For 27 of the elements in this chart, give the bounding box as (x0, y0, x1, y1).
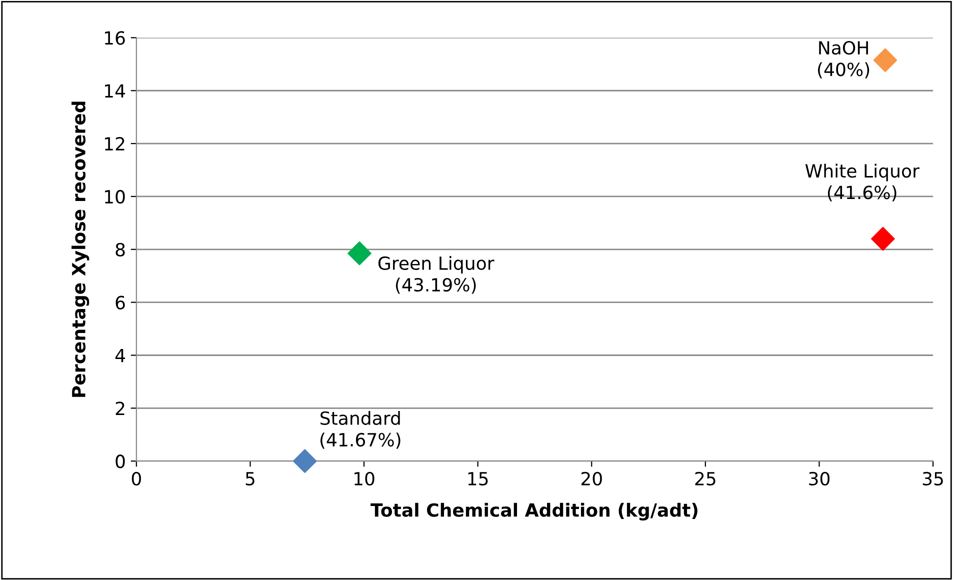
x-tick-label: 20 (581, 472, 602, 486)
y-tick-label: 6 (116, 296, 125, 310)
point (871, 226, 895, 251)
x-tick-label: 35 (922, 472, 943, 486)
y-tick-label: 8 (116, 242, 125, 257)
x-tick-label: 5 (246, 472, 254, 486)
point (292, 449, 317, 473)
annotation: NaOH (40%) (818, 40, 870, 78)
y-tick-label: 10 (105, 190, 125, 204)
annotation: Standard (41.67%) (320, 411, 400, 449)
x-tick-label: 0 (132, 472, 141, 486)
y-tick-label: 14 (105, 84, 125, 98)
y-tick-label: 0 (116, 454, 125, 468)
point (873, 48, 898, 72)
x-tick-label: 25 (695, 472, 716, 486)
y-tick-label: 16 (105, 31, 125, 45)
x-axis-title: Total Chemical Addition (kg/adt) (370, 502, 698, 520)
x-tick-label: 10 (354, 472, 374, 486)
annotation: White Liquor (41.6%) (805, 164, 920, 202)
y-tick-label: 2 (116, 402, 124, 416)
annotation: Green Liquor (43.19%) (378, 256, 494, 294)
y-axis-title: Percentage Xylose recovered (72, 102, 90, 397)
y-tick-label: 12 (105, 137, 124, 150)
point (348, 241, 372, 266)
x-tick-label: 30 (809, 472, 830, 486)
x-tick-label: 15 (468, 472, 488, 486)
y-tick-label: 4 (115, 348, 125, 362)
